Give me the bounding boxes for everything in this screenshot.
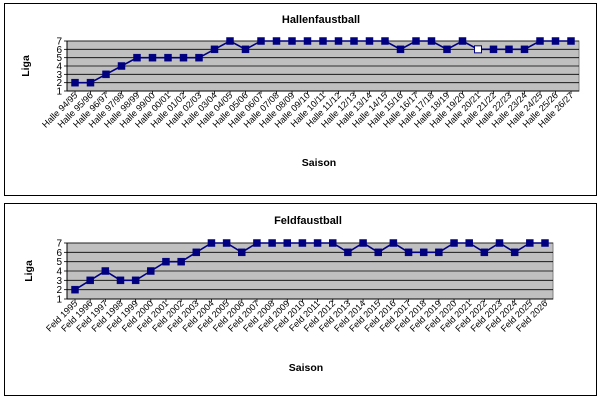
data-point <box>253 239 261 247</box>
data-point <box>551 37 560 45</box>
data-point <box>86 78 95 87</box>
data-point <box>298 239 307 247</box>
data-point <box>350 37 358 45</box>
data-point <box>541 239 549 247</box>
data-point <box>303 37 312 45</box>
data-point-highlight <box>474 45 482 54</box>
data-point <box>116 276 125 285</box>
y-tick-label: 3 <box>56 276 62 287</box>
data-point <box>404 248 413 257</box>
data-point <box>148 53 157 62</box>
y-tick-label: 4 <box>56 62 62 73</box>
data-point <box>131 276 140 285</box>
data-point <box>207 239 216 247</box>
data-point <box>412 37 420 45</box>
data-point <box>435 248 443 257</box>
y-tick-label: 5 <box>56 53 62 64</box>
y-tick-label: 5 <box>56 257 62 268</box>
data-point <box>268 239 276 247</box>
data-point <box>526 239 534 247</box>
data-point <box>465 239 473 247</box>
data-point <box>495 239 504 247</box>
data-point <box>210 45 219 54</box>
data-point <box>427 37 436 45</box>
data-point <box>71 78 79 87</box>
data-point <box>195 53 203 62</box>
y-tick-label: 1 <box>56 295 62 306</box>
y-tick-label: 1 <box>56 87 62 98</box>
data-point <box>328 239 337 247</box>
y-axis-title: Liga <box>20 55 32 77</box>
data-point <box>222 239 231 247</box>
data-point <box>381 37 389 45</box>
data-point <box>272 37 281 45</box>
data-point <box>71 285 79 294</box>
y-tick-label: 6 <box>56 45 62 56</box>
data-point <box>283 239 292 247</box>
chart-title: Feldfaustball <box>274 215 342 227</box>
data-point <box>177 257 185 266</box>
data-point <box>241 45 250 54</box>
y-tick-label: 3 <box>56 70 62 81</box>
data-point <box>101 267 110 275</box>
data-point <box>226 37 234 45</box>
data-point <box>480 248 489 257</box>
data-point <box>505 45 513 54</box>
data-point <box>86 276 94 285</box>
data-point <box>334 37 343 45</box>
data-point <box>319 37 327 45</box>
data-point <box>389 239 398 247</box>
y-axis-title: Liga <box>23 260 35 282</box>
chart-hallenfaustball: Hallenfaustball 1 2 3 4 5 6 7 Halle 94/95 Halle 9… <box>4 3 597 196</box>
data-point <box>365 37 374 45</box>
data-point <box>117 62 126 70</box>
y-tick-label: 4 <box>56 267 62 278</box>
data-point <box>288 37 296 45</box>
x-axis-title: Saison <box>302 157 336 169</box>
data-point <box>396 45 405 54</box>
data-point <box>450 239 458 247</box>
data-point <box>536 37 544 45</box>
data-point <box>458 37 467 45</box>
data-point <box>344 248 352 257</box>
data-point <box>313 239 322 247</box>
y-tick-label: 2 <box>56 78 62 89</box>
y-tick-label: 6 <box>56 248 62 259</box>
data-point <box>567 37 575 45</box>
x-axis-title: Saison <box>289 362 323 374</box>
data-point <box>489 45 498 54</box>
y-tick-label: 7 <box>56 239 62 250</box>
data-point <box>192 248 201 257</box>
data-point <box>520 45 529 54</box>
data-point <box>257 37 265 45</box>
data-point <box>419 248 428 257</box>
data-point <box>238 248 246 257</box>
data-point <box>164 53 172 62</box>
data-point <box>359 239 367 247</box>
data-point <box>133 53 141 62</box>
chart-feldfaustball: Feldfaustball 1 2 3 4 5 6 7 Feld 1995 Feld 1996 Fe… <box>4 203 597 396</box>
data-point <box>102 70 110 79</box>
data-point <box>510 248 519 257</box>
data-point <box>443 45 451 54</box>
chart-title: Hallenfaustball <box>282 14 360 26</box>
data-point <box>162 257 170 266</box>
y-tick-label: 2 <box>56 285 62 296</box>
data-point <box>179 53 188 62</box>
data-point <box>147 267 155 275</box>
y-tick-label: 7 <box>56 37 62 48</box>
data-point <box>374 248 382 257</box>
